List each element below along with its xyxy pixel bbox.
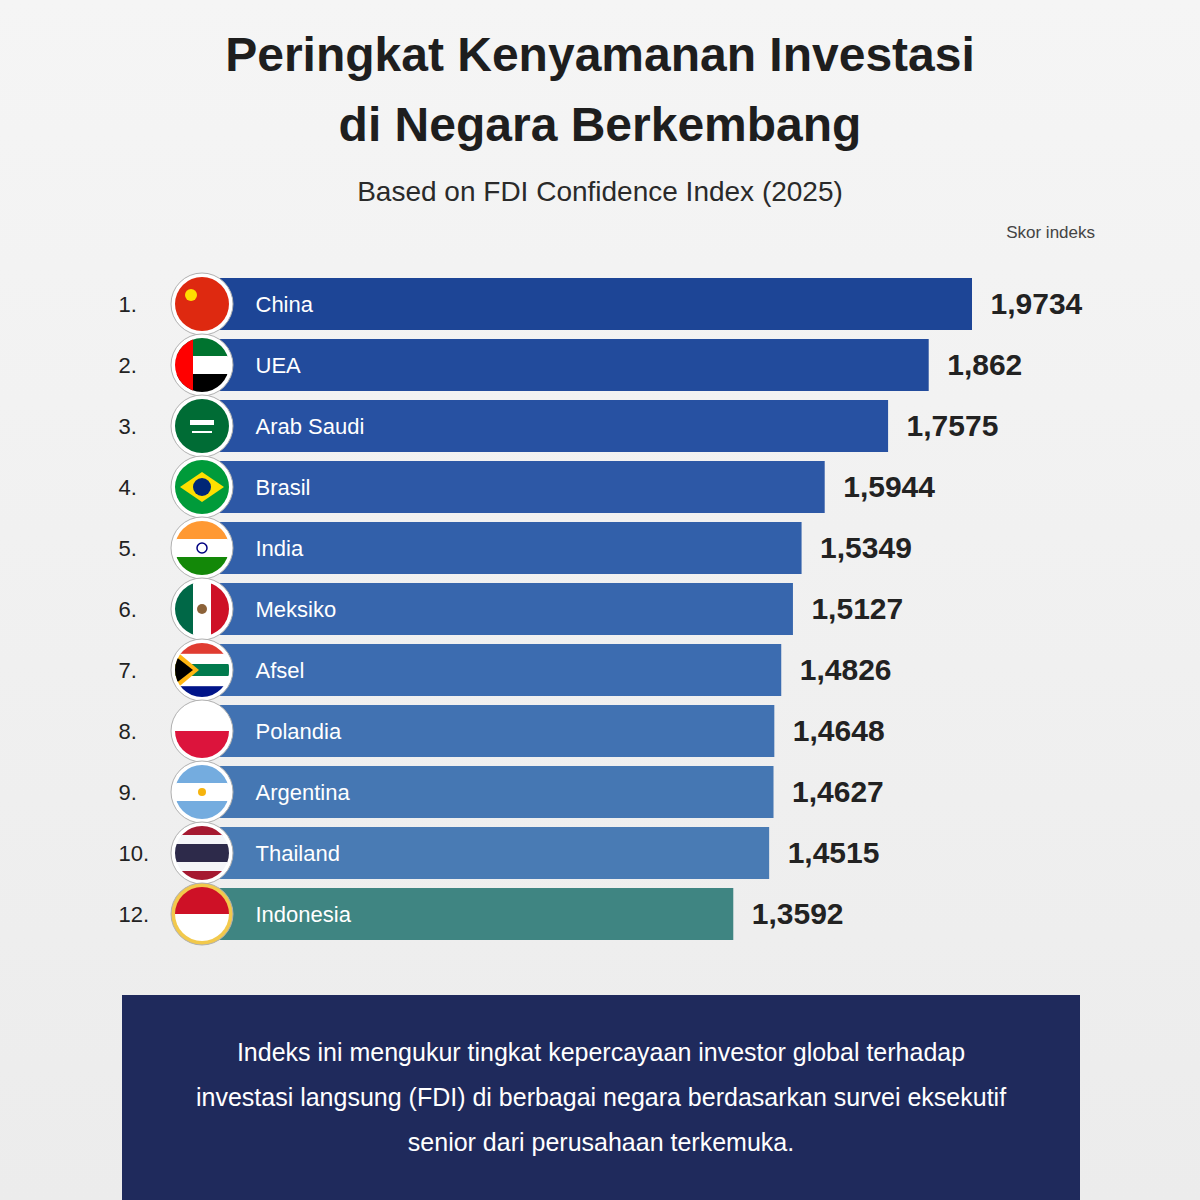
svg-text:12.: 12. (119, 902, 150, 927)
svg-text:3.: 3. (119, 414, 137, 439)
svg-text:Brasil: Brasil (256, 475, 311, 500)
svg-text:1,3592: 1,3592 (752, 897, 844, 930)
svg-text:Afsel: Afsel (256, 658, 305, 683)
svg-text:1,5349: 1,5349 (820, 531, 912, 564)
svg-text:1,9734: 1,9734 (991, 287, 1083, 320)
svg-text:Thailand: Thailand (256, 841, 340, 866)
svg-text:Indonesia: Indonesia (256, 902, 352, 927)
html-text:Based on FDI Confidence Index: Based on FDI Confidence Index (2025) (357, 176, 843, 207)
html-text:Skor indeks: Skor indeks (1006, 223, 1095, 242)
svg-text:1,4627: 1,4627 (792, 775, 884, 808)
svg-text:1,7575: 1,7575 (907, 409, 999, 442)
svg-text:8.: 8. (119, 719, 137, 744)
svg-text:Argentina: Argentina (256, 780, 351, 805)
svg-text:1.: 1. (119, 292, 137, 317)
svg-text:2.: 2. (119, 353, 137, 378)
svg-text:1,5127: 1,5127 (811, 592, 903, 625)
svg-text:1,862: 1,862 (947, 348, 1022, 381)
svg-text:Polandia: Polandia (256, 719, 342, 744)
html-text:Indeks ini mengukur tingkat ke: Indeks ini mengukur tingkat kepercayaan … (195, 1038, 1007, 1156)
svg-text:9.: 9. (119, 780, 137, 805)
svg-text:Meksiko: Meksiko (256, 597, 337, 622)
svg-text:China: China (256, 292, 314, 317)
html-text:Peringkat Kenyamanan Investasi: Peringkat Kenyamanan Investasi di Negara… (225, 28, 975, 151)
svg-text:1,4515: 1,4515 (788, 836, 880, 869)
svg-text:UEA: UEA (256, 353, 302, 378)
svg-text:India: India (256, 536, 304, 561)
svg-text:4.: 4. (119, 475, 137, 500)
svg-text:1,4648: 1,4648 (793, 714, 885, 747)
svg-text:5.: 5. (119, 536, 137, 561)
svg-text:10.: 10. (119, 841, 150, 866)
svg-text:1,5944: 1,5944 (843, 470, 935, 503)
svg-text:Arab Saudi: Arab Saudi (256, 414, 365, 439)
svg-text:6.: 6. (119, 597, 137, 622)
svg-text:1,4826: 1,4826 (800, 653, 892, 686)
svg-text:7.: 7. (119, 658, 137, 683)
